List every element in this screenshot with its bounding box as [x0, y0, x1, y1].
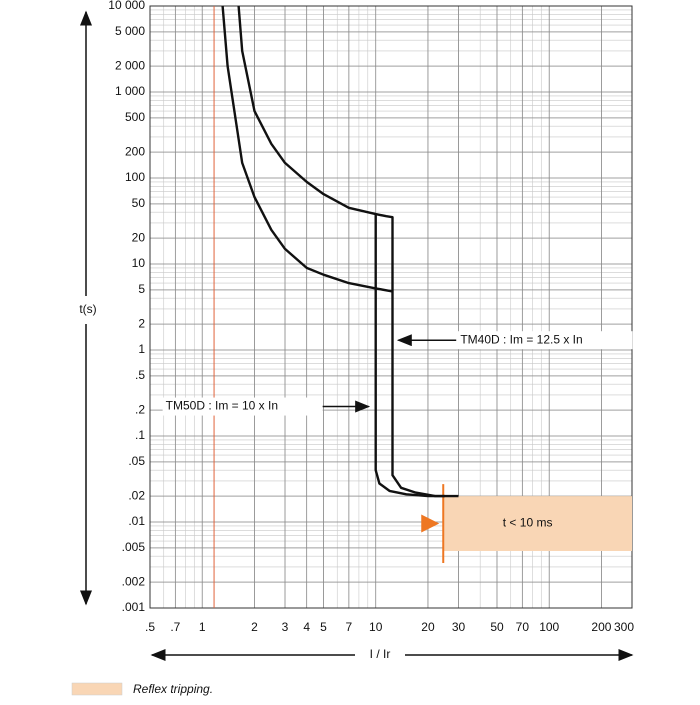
y-tick-label: .5 — [135, 368, 145, 382]
x-tick-label: 10 — [369, 620, 383, 634]
x-tick-label: 30 — [452, 620, 466, 634]
y-tick-label: 500 — [125, 110, 145, 124]
x-tick-label: 1 — [199, 620, 206, 634]
y-tick-label: 100 — [125, 170, 145, 184]
x-tick-label: 5 — [320, 620, 327, 634]
annotation: TM50D : Im = 10 x In — [166, 399, 278, 413]
x-tick-label: 300 — [614, 620, 634, 634]
legend-swatch — [71, 682, 123, 696]
y-tick-label: .2 — [135, 402, 145, 416]
x-tick-label: .7 — [170, 620, 180, 634]
y-tick-label: 10 000 — [108, 0, 145, 12]
x-tick-label: 100 — [539, 620, 559, 634]
y-tick-label: .1 — [135, 428, 145, 442]
y-tick-label: 20 — [132, 230, 146, 244]
y-tick-label: 50 — [132, 196, 146, 210]
y-tick-label: 10 — [132, 256, 146, 270]
reflex-label: t < 10 ms — [503, 516, 553, 530]
y-tick-label: 1 — [138, 342, 145, 356]
y-tick-label: .02 — [128, 488, 145, 502]
legend-label: Reflex tripping. — [133, 682, 213, 696]
annotation: TM40D : Im = 12.5 x In — [460, 332, 582, 346]
x-tick-label: 20 — [421, 620, 435, 634]
x-tick-label: 3 — [282, 620, 289, 634]
x-tick-label: .5 — [145, 620, 155, 634]
reflex-band — [443, 496, 632, 552]
x-tick-label: 50 — [490, 620, 504, 634]
x-tick-label: 200 — [591, 620, 611, 634]
y-tick-label: 5 000 — [115, 24, 145, 38]
curve — [374, 214, 445, 498]
x-tick-label: 2 — [251, 620, 258, 634]
x-tick-label: 70 — [516, 620, 530, 634]
y-tick-label: .01 — [128, 514, 145, 528]
plot-border — [149, 5, 633, 609]
y-tick-label: 200 — [125, 144, 145, 158]
annotation-bg — [162, 397, 323, 416]
y-tick-label: 2 000 — [115, 58, 145, 72]
x-tick-label: 4 — [303, 620, 310, 634]
x-axis-label: I / Ir — [370, 647, 391, 661]
label-bg — [72, 296, 102, 324]
y-tick-label: .05 — [128, 454, 145, 468]
x-tick-label: 7 — [346, 620, 353, 634]
y-tick-label: 1 000 — [115, 84, 145, 98]
curve — [221, 5, 393, 293]
y-tick-label: .001 — [122, 600, 146, 614]
label-bg — [355, 645, 405, 665]
y-tick-label: .002 — [122, 574, 146, 588]
y-tick-label: 5 — [138, 282, 145, 296]
reflex-marker — [421, 514, 440, 533]
y-tick-label: 2 — [138, 316, 145, 330]
y-axis-label: t(s) — [79, 302, 96, 316]
y-tick-label: .005 — [122, 540, 146, 554]
annotation-bg — [456, 331, 633, 350]
